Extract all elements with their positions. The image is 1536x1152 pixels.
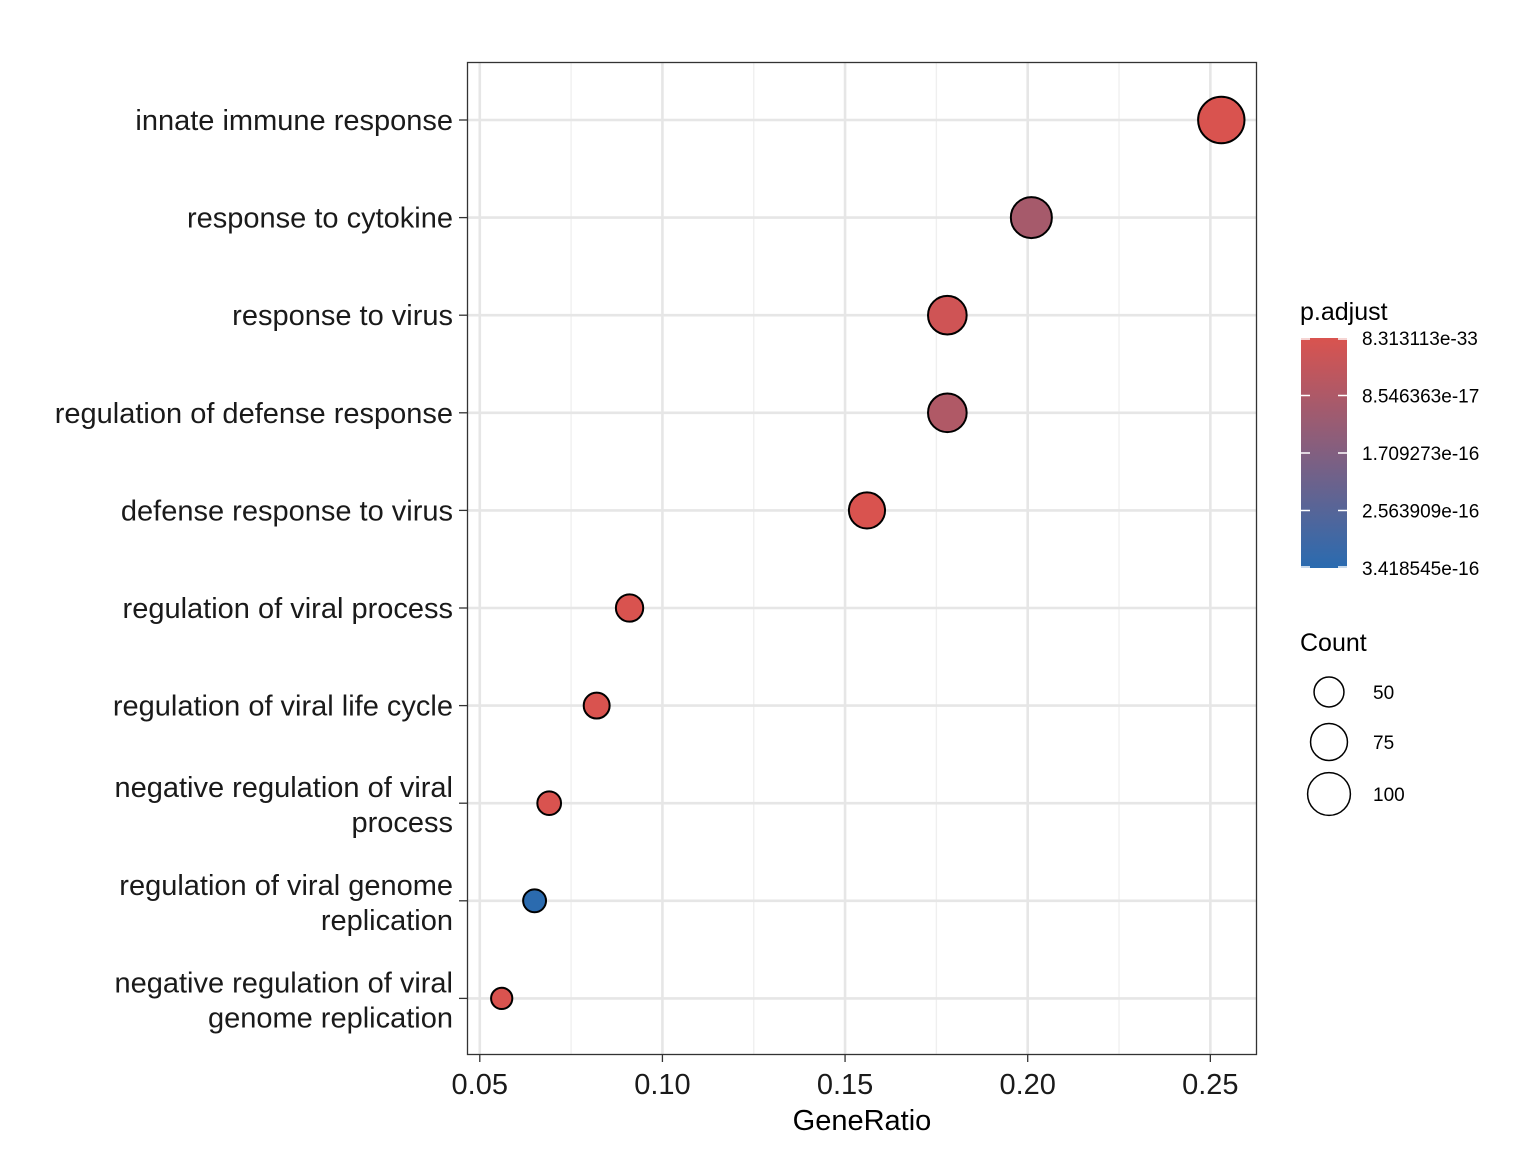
x-tick-label: 0.15 — [817, 1069, 873, 1101]
y-tick-label: defense response to virus — [121, 495, 453, 527]
size-legend-title: Count — [1300, 629, 1367, 657]
x-axis: 0.05 0.10 0.15 0.20 0.25 — [452, 1054, 1239, 1101]
point-innate-immune-response — [1197, 95, 1246, 145]
color-legend-label: 1.709273e-16 — [1362, 444, 1479, 465]
x-axis-title: GeneRatio — [793, 1105, 932, 1137]
size-legend-items: 50 75 100 — [1306, 676, 1405, 817]
point-regulation-of-viral-life-cycle — [582, 691, 611, 720]
point-response-to-virus — [927, 294, 968, 336]
size-legend-circle — [1306, 771, 1352, 817]
color-legend-ticks: 8.313113e-33 8.546363e-17 1.709273e-16 2.56… — [1301, 329, 1479, 580]
x-tick-label: 0.25 — [1182, 1069, 1238, 1101]
color-legend: p.adjust 8.313113e-33 8.546363e-17 1.70927… — [1300, 298, 1479, 580]
color-legend-label: 2.563909e-16 — [1362, 502, 1479, 523]
y-tick-label: negative regulation of viral — [114, 772, 453, 804]
plot-panel-border — [466, 61, 1258, 1056]
size-legend-circle — [1313, 676, 1345, 708]
y-tick-label: negative regulation of viral — [114, 967, 453, 999]
size-legend-label: 50 — [1373, 683, 1394, 704]
color-legend-label: 8.546363e-17 — [1362, 387, 1479, 408]
point-negative-regulation-of-viral-process — [536, 790, 563, 817]
size-legend-label: 75 — [1373, 733, 1394, 754]
point-defense-response-to-virus — [847, 491, 887, 530]
point-regulation-of-defense-response — [927, 392, 968, 434]
size-legend-circle — [1309, 722, 1349, 762]
x-tick-label: 0.05 — [452, 1069, 508, 1101]
x-tick-label: 0.10 — [634, 1069, 690, 1101]
y-tick-label: innate immune response — [135, 105, 453, 137]
color-legend-title: p.adjust — [1300, 298, 1388, 326]
color-legend-label: 3.418545e-16 — [1362, 559, 1479, 580]
y-tick-label: response to virus — [232, 300, 453, 332]
y-tick-label: regulation of defense response — [55, 398, 453, 430]
y-tick-label: process — [351, 807, 453, 839]
color-legend-label: 8.313113e-33 — [1362, 329, 1478, 350]
data-points — [490, 95, 1246, 1011]
size-legend: Count 50 75 100 — [1300, 629, 1405, 817]
size-legend-label: 100 — [1373, 785, 1405, 806]
x-tick-label: 0.20 — [999, 1069, 1055, 1101]
y-tick-label: regulation of viral life cycle — [113, 691, 453, 723]
point-regulation-of-viral-genome-replication — [522, 888, 548, 914]
y-tick-label: replication — [321, 905, 453, 937]
point-response-to-cytokine — [1009, 196, 1053, 240]
point-regulation-of-viral-process — [614, 593, 645, 623]
y-tick-label: regulation of viral process — [123, 593, 453, 625]
y-tick-label: response to cytokine — [187, 203, 453, 235]
y-tick-label: genome replication — [208, 1002, 453, 1034]
point-negative-regulation-of-viral-genome-replication — [490, 986, 514, 1011]
grid-lines — [467, 62, 1256, 1054]
y-axis: innate immune response response to cytoki… — [55, 105, 467, 1034]
y-tick-label: regulation of viral genome — [119, 870, 453, 902]
